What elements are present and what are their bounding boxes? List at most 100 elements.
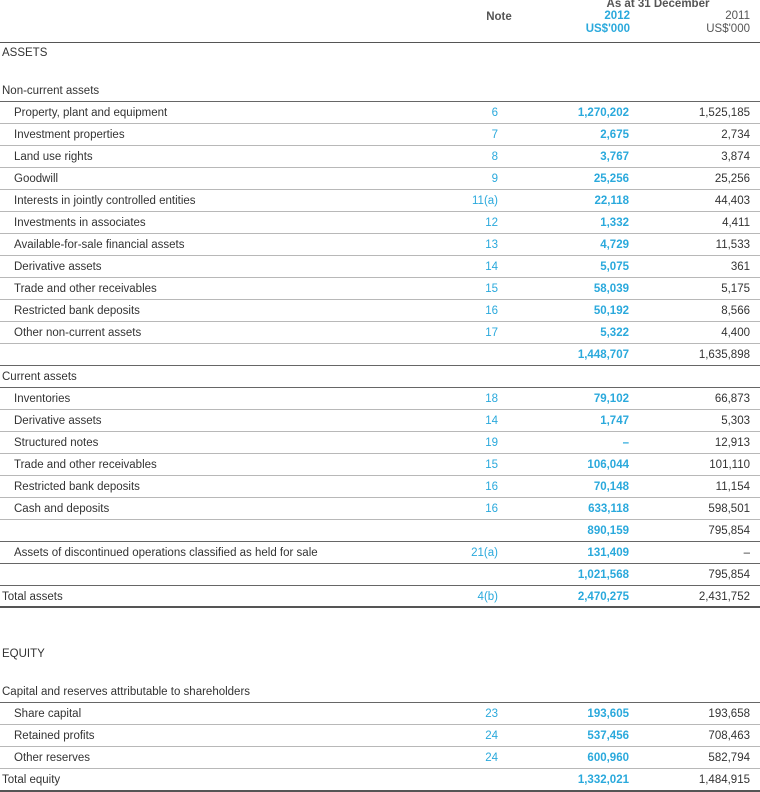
row-label: Other non-current assets	[14, 327, 142, 339]
row-label: Total equity	[2, 774, 61, 786]
value-2011: 11,533	[715, 239, 750, 251]
row-label: Derivative assets	[14, 261, 102, 273]
value-2011: 598,501	[708, 503, 750, 515]
section-heading-equity: EQUITY	[0, 643, 760, 664]
note-column-header: Note	[486, 11, 512, 23]
note-ref: 16	[485, 305, 498, 317]
row-label: Derivative assets	[14, 415, 102, 427]
note-ref: 18	[485, 393, 498, 405]
value-2011: 5,175	[721, 283, 750, 295]
note-ref: 14	[485, 261, 498, 273]
note-ref: 23	[485, 708, 498, 720]
row-label: Land use rights	[14, 151, 93, 163]
value-2012: 633,118	[588, 503, 629, 515]
value-2012: 890,159	[587, 525, 629, 537]
table-row: Derivative assets 14 5,075 361	[0, 256, 760, 278]
subsection-heading-noncurrent: Non-current assets	[0, 80, 760, 102]
table-row: Inventories 18 79,102 66,873	[0, 388, 760, 410]
table-row: Other reserves 24 600,960 582,794	[0, 747, 760, 769]
value-2011: 3,874	[721, 151, 750, 163]
note-ref: 8	[491, 151, 498, 163]
section-heading-label: EQUITY	[2, 648, 45, 660]
note-ref: 11(a)	[472, 195, 498, 207]
value-2011: 66,873	[714, 393, 750, 405]
year-2011-header: 2011 US$'000	[650, 10, 750, 36]
note-ref: 7	[491, 129, 498, 141]
total-assets-row: Total assets 4(b) 2,470,275 2,431,752	[0, 586, 760, 608]
row-label: Assets of discontinued operations classi…	[14, 547, 318, 559]
value-2012: 1,448,707	[577, 349, 629, 361]
table-row: Restricted bank deposits 16 70,148 11,154	[0, 476, 760, 498]
row-label: Inventories	[14, 393, 71, 405]
value-2012: 5,075	[600, 261, 629, 273]
year-2011-label: 2011	[725, 10, 750, 22]
value-2011: 1,525,185	[698, 107, 750, 119]
note-ref: 15	[485, 283, 498, 295]
current-subtotal-row: 890,159 795,854	[0, 520, 760, 542]
value-2011: 795,854	[708, 525, 750, 537]
held-for-sale-row: Assets of discontinued operations classi…	[0, 542, 760, 564]
table-row: Other non-current assets 17 5,322 4,400	[0, 322, 760, 344]
row-label: Restricted bank deposits	[14, 305, 140, 317]
note-ref: 17	[485, 327, 498, 339]
value-2012: 5,322	[600, 327, 629, 339]
table-row: Cash and deposits 16 633,118 598,501	[0, 498, 760, 520]
value-2012: 1,270,202	[577, 107, 629, 119]
table-row: Available-for-sale financial assets 13 4,7…	[0, 234, 760, 256]
value-2011: 2,431,752	[698, 591, 750, 603]
value-2012: –	[622, 437, 629, 449]
table-row: Structured notes 19 – 12,913	[0, 432, 760, 454]
value-2012: 22,118	[594, 195, 629, 207]
value-2011: 708,463	[708, 730, 750, 742]
table-row: Land use rights 8 3,767 3,874	[0, 146, 760, 168]
value-2012: 79,102	[593, 393, 629, 405]
table-row: Property, plant and equipment 6 1,270,202 1…	[0, 102, 760, 124]
row-label: Available-for-sale financial assets	[14, 239, 185, 251]
table-row: Retained profits 24 537,456 708,463	[0, 725, 760, 747]
note-ref: 24	[485, 752, 498, 764]
note-ref: 14	[485, 415, 498, 427]
value-2012: 131,409	[587, 547, 629, 559]
value-2011: 582,794	[708, 752, 750, 764]
total-equity-row: Total equity 1,332,021 1,484,915	[0, 769, 760, 792]
row-label: Restricted bank deposits	[14, 481, 140, 493]
column-header: Note As at 31 December 2012 US$'000 2011…	[0, 0, 760, 43]
value-2011: 101,110	[709, 459, 750, 471]
row-label: Cash and deposits	[14, 503, 110, 515]
value-2011: 1,635,898	[698, 349, 750, 361]
year-2012-label: 2012	[604, 10, 630, 22]
value-2011: 795,854	[708, 569, 750, 581]
note-ref: 16	[485, 503, 498, 515]
note-ref: 13	[485, 239, 498, 251]
value-2012: 25,256	[593, 173, 629, 185]
row-label: Trade and other receivables	[14, 283, 157, 295]
current-assets-list: Inventories 18 79,102 66,873 Derivative asse…	[0, 388, 760, 520]
value-2012: 1,747	[600, 415, 629, 427]
note-ref: 4(b)	[477, 591, 498, 603]
row-label: Investments in associates	[14, 217, 146, 229]
equity-items-list: Share capital 23 193,605 193,658 Retained pr…	[0, 703, 760, 769]
value-2012: 106,044	[587, 459, 629, 471]
note-ref: 9	[491, 173, 498, 185]
value-2012: 2,675	[600, 129, 629, 141]
subsection-heading-label: Non-current assets	[2, 85, 100, 97]
subsection-heading-label: Capital and reserves attributable to sha…	[2, 686, 251, 698]
value-2011: 5,303	[721, 415, 750, 427]
note-ref: 21(a)	[471, 547, 498, 559]
as-at-date-header: As at 31 December	[606, 0, 710, 10]
value-2011: 2,734	[721, 129, 750, 141]
value-2012: 2,470,275	[577, 591, 629, 603]
section-heading-label: ASSETS	[2, 47, 48, 59]
value-2012: 600,960	[587, 752, 629, 764]
table-row: Share capital 23 193,605 193,658	[0, 703, 760, 725]
row-label: Property, plant and equipment	[14, 107, 168, 119]
value-2011: 1,484,915	[698, 774, 750, 786]
table-row: Investments in associates 12 1,332 4,411	[0, 212, 760, 234]
subsection-heading-capital: Capital and reserves attributable to sha…	[0, 681, 760, 703]
value-2012: 50,192	[593, 305, 629, 317]
current-total-row: 1,021,568 795,854	[0, 564, 760, 586]
value-2012: 1,021,568	[577, 569, 629, 581]
note-ref: 16	[485, 481, 498, 493]
value-2012: 1,332	[600, 217, 629, 229]
table-row: Goodwill 9 25,256 25,256	[0, 168, 760, 190]
